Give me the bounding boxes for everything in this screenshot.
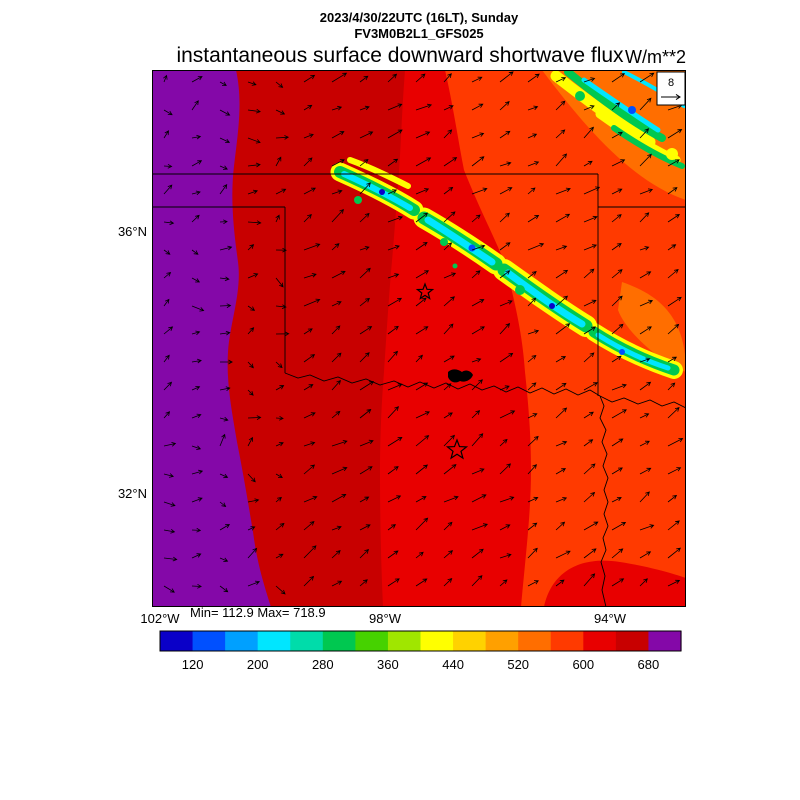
star-marker [445,438,469,460]
reference-arrow-value: 8 [668,77,674,89]
colorbar-tick-label: 200 [247,657,269,672]
lon-tick-label: 102°W [140,611,180,626]
weather-map: 8 [152,70,686,607]
state-border [284,372,601,397]
model-name: FV3M0B2L1_GFS025 [354,26,484,41]
cloud-spot [515,285,525,295]
star-marker [415,282,435,300]
colorbar-tick-label: 280 [312,657,334,672]
cloud-spot [379,189,385,195]
colorbar-tick-label: 680 [638,657,660,672]
cloud-band [347,157,411,189]
cloud-band [581,77,661,133]
wind-vectors [163,71,684,595]
cloud-spot [549,303,555,309]
reference-arrow-icon [661,93,681,101]
lat-tick-label: 36°N [117,224,147,239]
state-border [599,395,609,607]
colorbar-segment [615,631,650,651]
colorbar-area: 120 200 280 360 440 520 600 680 [159,630,683,681]
map-frame [152,70,686,607]
colorbar-tick-label: 360 [377,657,399,672]
colorbar-segment [485,631,519,651]
colorbar-segment [225,631,259,651]
cloud-spot [452,263,458,269]
flux-region [152,70,271,607]
colorbar-segment [550,631,584,651]
colorbar-tick-label: 520 [507,657,529,672]
colorbar-segment [648,631,682,651]
cloud-spot [575,91,585,101]
colorbar-segment [192,631,226,651]
cloud-spot [440,238,448,246]
cloud-spot [666,148,678,160]
colorbar-segment [387,631,422,651]
cloud-spot [468,244,476,252]
map-area: 8 [152,70,686,607]
cloud-spot [619,349,625,355]
lon-tick-label: 94°W [594,611,626,626]
colorbar-segment [290,631,324,651]
run-datetime: 2023/4/30/22UTC (16LT), Sunday [319,10,519,25]
lat-tick-label: 32°N [117,486,147,501]
colorbar-segment [355,631,389,651]
colorbar-tick-label: 120 [182,657,204,672]
colorbar-segment [257,631,291,651]
colorbar-tick-label: 600 [572,657,594,672]
cloud-band [341,171,413,211]
colorbar-segment [518,631,552,651]
cloud-spot [354,196,362,204]
colorbar-tick-label: 440 [442,657,464,672]
colorbar-frame [159,630,682,652]
cloud-band [504,269,586,328]
units-label: W/m**2 [624,47,686,67]
cloud-band [595,332,671,371]
colorbar-segment [160,631,194,651]
colorbar-segment [322,631,356,651]
cloud-spot [628,106,636,114]
colorbar-segment [583,631,617,651]
colorbar-segment [453,631,487,651]
chart-title: instantaneous surface downward shortwave… [176,44,624,67]
lon-tick-label: 98°W [369,611,401,626]
cloud-band [564,70,666,142]
flux-region [542,70,686,200]
state-border [599,395,686,409]
flux-region [618,282,686,372]
cloud-band [424,216,496,266]
lake-marker [448,369,473,383]
colorbar: 120 200 280 360 440 520 600 680 [159,630,682,672]
minmax-stats: Min= 112.9 Max= 718.9 [190,605,326,620]
colorbar-segment [420,631,454,651]
